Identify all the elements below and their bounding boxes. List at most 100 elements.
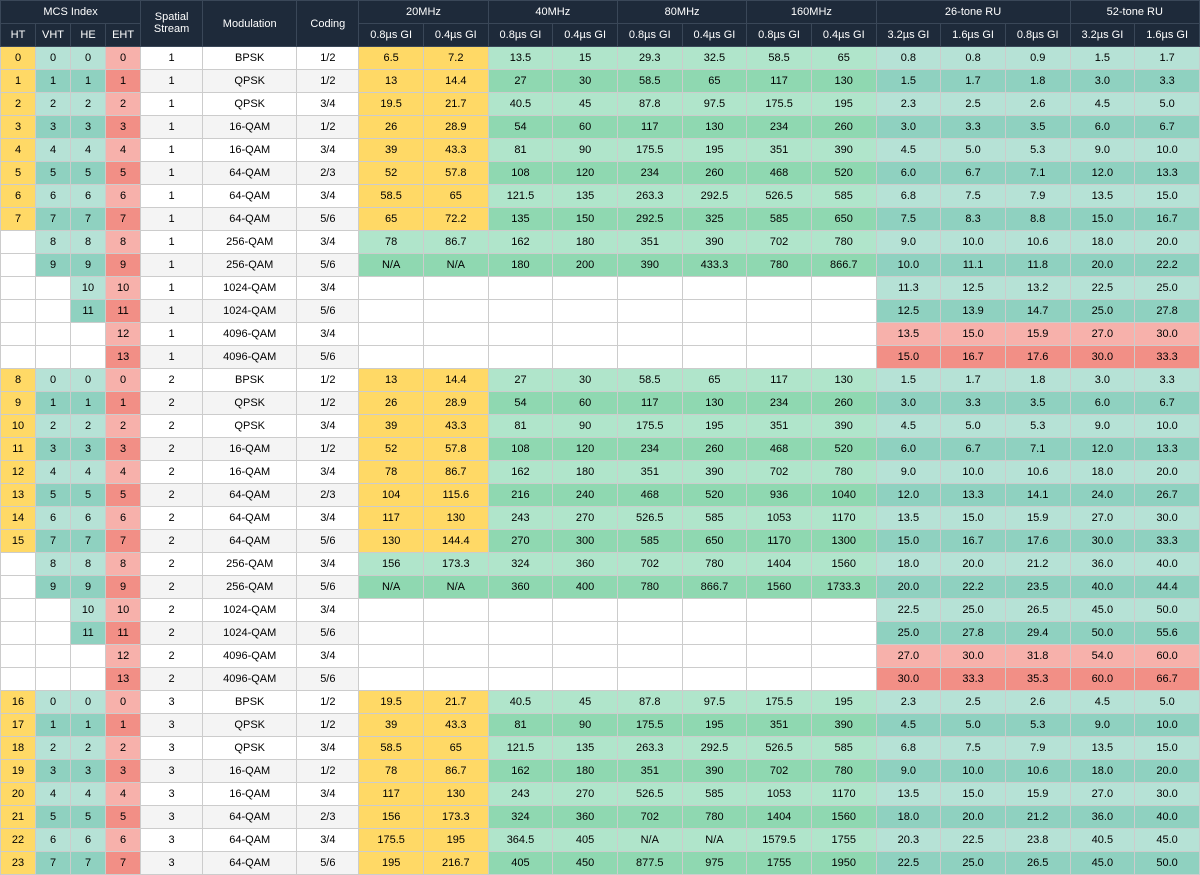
cell-vht — [36, 622, 71, 645]
cell-he — [71, 346, 106, 369]
cell-coding: 2/3 — [297, 806, 359, 829]
cell-vht: 3 — [36, 760, 71, 783]
cell-ss: 3 — [141, 760, 203, 783]
cell-rate: 12.5 — [876, 300, 941, 323]
cell-rate: 5.0 — [941, 415, 1006, 438]
cell-rate: 780 — [682, 553, 747, 576]
cell-rate: 50.0 — [1135, 599, 1200, 622]
cell-rate — [423, 668, 488, 691]
cell-he: 8 — [71, 231, 106, 254]
cell-ss: 1 — [141, 47, 203, 70]
cell-eht: 11 — [106, 622, 141, 645]
cell-he: 4 — [71, 139, 106, 162]
cell-vht: 1 — [36, 714, 71, 737]
cell-rate: 108 — [488, 162, 553, 185]
cell-modulation: 16-QAM — [203, 438, 297, 461]
cell-rate — [682, 300, 747, 323]
cell-rate: 13.5 — [876, 323, 941, 346]
cell-rate: 58.5 — [359, 737, 424, 760]
cell-rate: 0.8 — [941, 47, 1006, 70]
cell-he — [71, 323, 106, 346]
table-row: 11333216-QAM1/25257.81081202342604685206… — [1, 438, 1200, 461]
cell-rate — [811, 645, 876, 668]
cell-eht: 5 — [106, 162, 141, 185]
cell-rate: 10.6 — [1005, 760, 1070, 783]
cell-rate: 18.0 — [1070, 760, 1135, 783]
cell-vht: 8 — [36, 553, 71, 576]
cell-ss: 1 — [141, 231, 203, 254]
cell-rate: 20.0 — [1135, 461, 1200, 484]
cell-ht: 18 — [1, 737, 36, 760]
cell-rate — [682, 346, 747, 369]
cell-vht: 5 — [36, 162, 71, 185]
cell-rate: 21.2 — [1005, 553, 1070, 576]
cell-modulation: QPSK — [203, 737, 297, 760]
hdr-gi: 0.8µs GI — [747, 24, 812, 47]
cell-modulation: 4096-QAM — [203, 668, 297, 691]
cell-rate: 60 — [553, 116, 618, 139]
cell-rate: 156 — [359, 806, 424, 829]
cell-rate: 55.6 — [1135, 622, 1200, 645]
cell-rate: 90 — [553, 415, 618, 438]
cell-he: 7 — [71, 852, 106, 875]
cell-rate: 6.0 — [876, 438, 941, 461]
cell-coding: 5/6 — [297, 346, 359, 369]
cell-rate: 1755 — [747, 852, 812, 875]
cell-rate: 19.5 — [359, 691, 424, 714]
cell-rate: 57.8 — [423, 438, 488, 461]
cell-he: 10 — [71, 599, 106, 622]
cell-rate: 26 — [359, 116, 424, 139]
cell-vht: 8 — [36, 231, 71, 254]
cell-rate: 58.5 — [747, 47, 812, 70]
cell-ht: 0 — [1, 47, 36, 70]
cell-eht: 9 — [106, 576, 141, 599]
cell-ht — [1, 323, 36, 346]
cell-rate: 10.0 — [876, 254, 941, 277]
cell-ht — [1, 668, 36, 691]
cell-rate: 65 — [682, 70, 747, 93]
cell-rate: 585 — [682, 507, 747, 530]
hdr-gi: 0.8µs GI — [488, 24, 553, 47]
hdr-eht: EHT — [106, 24, 141, 47]
cell-eht: 4 — [106, 139, 141, 162]
cell-rate: N/A — [359, 254, 424, 277]
cell-rate: 650 — [682, 530, 747, 553]
cell-rate: 2.5 — [941, 691, 1006, 714]
cell-rate: 90 — [553, 714, 618, 737]
cell-rate: 54 — [488, 392, 553, 415]
cell-ht: 3 — [1, 116, 36, 139]
cell-rate: 130 — [811, 369, 876, 392]
cell-he: 10 — [71, 277, 106, 300]
cell-eht: 5 — [106, 484, 141, 507]
cell-rate: 13.3 — [941, 484, 1006, 507]
cell-rate: 65 — [423, 737, 488, 760]
cell-rate: 115.6 — [423, 484, 488, 507]
cell-rate: 7.9 — [1005, 737, 1070, 760]
cell-vht: 4 — [36, 139, 71, 162]
cell-rate: 20.0 — [876, 576, 941, 599]
cell-rate: 520 — [811, 438, 876, 461]
cell-ht: 15 — [1, 530, 36, 553]
cell-rate: 27.0 — [1070, 783, 1135, 806]
cell-rate: 15.9 — [1005, 507, 1070, 530]
cell-rate: 6.5 — [359, 47, 424, 70]
cell-rate: 40.0 — [1070, 576, 1135, 599]
cell-he: 4 — [71, 461, 106, 484]
cell-rate: 520 — [811, 162, 876, 185]
cell-rate: 180 — [553, 461, 618, 484]
cell-coding: 3/4 — [297, 323, 359, 346]
cell-rate: 364.5 — [488, 829, 553, 852]
cell-ss: 3 — [141, 691, 203, 714]
table-row: 1324096-QAM5/630.033.335.360.066.7 — [1, 668, 1200, 691]
cell-rate — [682, 645, 747, 668]
cell-rate — [747, 622, 812, 645]
cell-rate: 130 — [423, 507, 488, 530]
cell-coding: 5/6 — [297, 668, 359, 691]
cell-rate: 57.8 — [423, 162, 488, 185]
cell-rate — [682, 323, 747, 346]
cell-he: 1 — [71, 392, 106, 415]
cell-modulation: 64-QAM — [203, 208, 297, 231]
cell-rate: 13.5 — [876, 783, 941, 806]
cell-rate: 162 — [488, 760, 553, 783]
cell-rate: 650 — [811, 208, 876, 231]
